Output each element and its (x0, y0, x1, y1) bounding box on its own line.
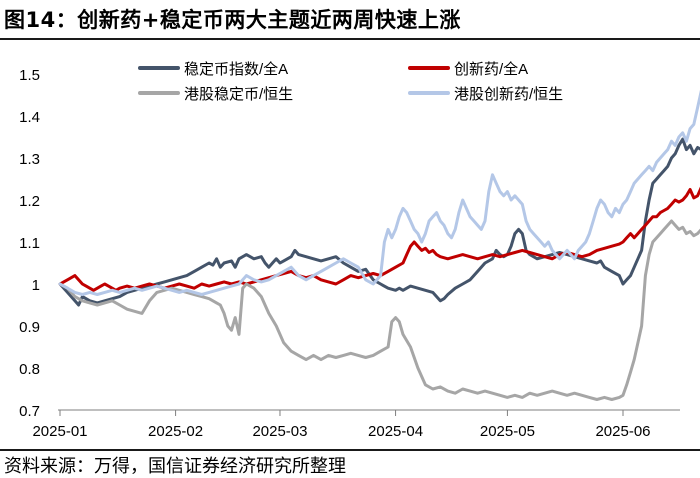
line-chart: 0.7 0.8 0.9 1 1.1 1.2 1.3 1.4 1.5 2025-01 2025-02 2… (19, 60, 700, 440)
series-line-4 (58, 90, 700, 296)
figure-title: 图14：创新药+稳定币两大主题近两周快速上涨 (4, 8, 461, 32)
x-tick-label: 2025-06 (595, 423, 650, 440)
y-tick-label: 0.8 (19, 361, 40, 378)
y-tick-label: 0.7 (19, 403, 40, 420)
legend-label: 创新药/全A (454, 60, 528, 78)
legend-label: 港股创新药/恒生 (454, 86, 563, 103)
series-layer (58, 90, 700, 401)
y-tick-label: 1.3 (19, 151, 40, 168)
x-tick-label: 2025-05 (480, 423, 535, 440)
x-tick-label: 2025-04 (368, 423, 423, 440)
chart-axes: 0.7 0.8 0.9 1 1.1 1.2 1.3 1.4 1.5 2025-01 2025-02 2… (19, 67, 680, 440)
source-note: 资料来源：万得，国信证券经济研究所整理 (4, 456, 346, 477)
series-line-1 (58, 137, 700, 307)
x-tick-label: 2025-03 (252, 423, 307, 440)
legend-label: 港股稳定币/恒生 (184, 86, 293, 103)
y-tick-label: 1.2 (19, 193, 40, 210)
x-tick-label: 2025-02 (148, 423, 203, 440)
series-line-3 (58, 219, 700, 401)
legend-label: 稳定币指数/全A (184, 60, 288, 78)
source-rule (0, 449, 700, 451)
y-tick-label: 1.5 (19, 67, 40, 84)
title-rule (0, 38, 700, 40)
x-tick-label: 2025-01 (32, 423, 87, 440)
y-tick-label: 0.9 (19, 319, 40, 336)
chart-legend: 稳定币指数/全A 创新药/全A 港股稳定币/恒生 港股创新药/恒生 (138, 60, 563, 103)
y-tick-label: 1.1 (19, 235, 40, 252)
y-tick-label: 1 (32, 277, 40, 294)
y-tick-label: 1.4 (19, 109, 40, 126)
